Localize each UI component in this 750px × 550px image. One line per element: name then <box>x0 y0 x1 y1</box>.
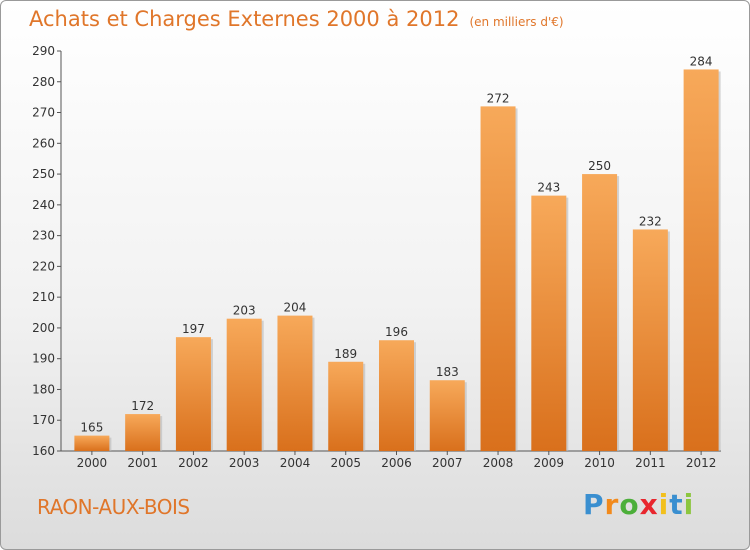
commune-name: RAON-AUX-BOIS <box>37 495 190 519</box>
bar <box>379 340 414 451</box>
logo-letter: r <box>604 488 620 521</box>
logo-letter: P <box>583 488 605 521</box>
data-label: 284 <box>690 54 713 68</box>
y-tick-label: 290 <box>32 44 55 58</box>
logo-letter: i <box>658 488 670 521</box>
data-label: 250 <box>588 159 611 173</box>
bar <box>582 174 618 452</box>
y-tick-label: 180 <box>32 382 55 396</box>
y-tick-label: 280 <box>32 75 55 89</box>
y-tick-label: 250 <box>32 167 55 181</box>
x-tick-label: 2011 <box>635 456 666 470</box>
data-label: 203 <box>233 304 256 318</box>
axes: 160 170 180 190 200 210 220 230 240 250 260 270 280 2… <box>32 44 721 470</box>
y-tick-label: 200 <box>32 321 55 335</box>
x-tick-label: 2010 <box>584 456 615 470</box>
x-tick-label: 2002 <box>178 456 209 470</box>
data-label: 232 <box>639 214 662 228</box>
x-tick-label: 2001 <box>127 456 158 470</box>
data-label: 172 <box>131 399 154 413</box>
bar <box>125 414 161 451</box>
data-label: 204 <box>284 301 307 315</box>
x-tick-label: 2007 <box>432 456 463 470</box>
x-tick-label: 2008 <box>483 456 514 470</box>
bar <box>531 195 567 451</box>
data-label: 272 <box>487 91 510 105</box>
data-label: 165 <box>80 421 103 435</box>
unit-label: (en milliers d'€) <box>469 15 564 29</box>
chart-title: Achats et Charges Externes 2000 à 2012 (e… <box>29 7 564 31</box>
x-tick-label: 2003 <box>229 456 260 470</box>
y-tick-label: 170 <box>32 413 55 427</box>
data-label: 196 <box>385 325 408 339</box>
y-tick-label: 240 <box>32 198 55 212</box>
y-tick-label: 260 <box>32 136 55 150</box>
bar <box>328 361 364 451</box>
bar <box>683 69 719 451</box>
bar <box>175 337 211 451</box>
x-tick-label: 2006 <box>381 456 412 470</box>
logo-letter: t <box>669 488 684 521</box>
bar <box>632 229 668 451</box>
y-tick-label: 160 <box>32 444 55 458</box>
data-label: 197 <box>182 322 205 336</box>
data-label: 189 <box>334 347 357 361</box>
bar <box>74 435 110 451</box>
logo-letter: o <box>619 488 640 521</box>
x-tick-label: 2009 <box>534 456 565 470</box>
x-tick-label: 2012 <box>686 456 717 470</box>
logo-letter: x <box>639 488 659 521</box>
bar <box>480 106 516 451</box>
x-tick-label: 2000 <box>77 456 108 470</box>
bar <box>277 315 313 451</box>
y-tick-label: 230 <box>32 229 55 243</box>
data-label: 243 <box>537 181 560 195</box>
y-tick-label: 210 <box>32 290 55 304</box>
logo-letter: i <box>683 488 695 521</box>
y-tick-label: 190 <box>32 352 55 366</box>
bar <box>429 380 465 451</box>
bars: 165 172 197 203 204 189 196 183 272 243 250 232 284 <box>74 54 721 452</box>
y-tick-label: 220 <box>32 259 55 273</box>
data-label: 183 <box>436 365 459 379</box>
x-tick-label: 2004 <box>280 456 311 470</box>
y-tick-label: 270 <box>32 106 55 120</box>
proxiti-logo: Proxiti <box>583 488 694 521</box>
title-text: Achats et Charges Externes 2000 à 2012 <box>29 7 460 31</box>
x-tick-label: 2005 <box>330 456 361 470</box>
bar <box>226 318 262 451</box>
